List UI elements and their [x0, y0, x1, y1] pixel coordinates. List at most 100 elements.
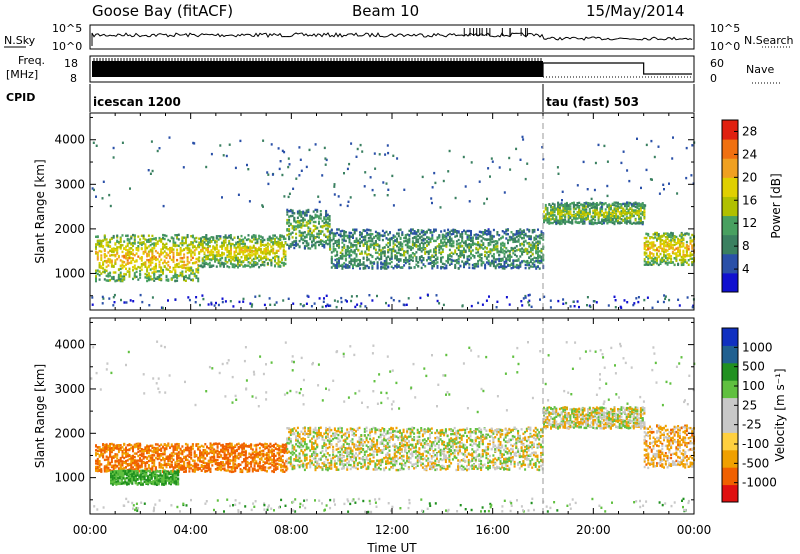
- range-gate-cell: [237, 236, 239, 240]
- range-gate-cell: [426, 259, 428, 262]
- range-gate-cell: [581, 208, 584, 211]
- range-gate-cell: [565, 202, 568, 206]
- range-gate-cell: [146, 266, 149, 269]
- range-gate-cell: [399, 241, 402, 244]
- range-gate-cell: [146, 246, 149, 249]
- range-gate-cell: [107, 272, 110, 275]
- range-gate-cell: [680, 240, 683, 243]
- range-gate-cell: [405, 303, 408, 306]
- range-gate-cell: [544, 219, 547, 222]
- range-gate-cell: [420, 250, 423, 253]
- range-gate-cell: [347, 200, 350, 203]
- range-gate-cell: [163, 237, 166, 241]
- range-gate-cell: [466, 236, 469, 239]
- range-gate-cell: [244, 256, 246, 259]
- range-gate-cell: [500, 237, 502, 240]
- range-gate-cell: [153, 256, 156, 259]
- range-gate-cell: [326, 227, 329, 230]
- range-gate-cell: [647, 257, 650, 260]
- range-gate-cell: [348, 251, 351, 255]
- range-gate-cell: [261, 240, 264, 243]
- range-gate-cell: [501, 265, 504, 269]
- range-gate-cell: [508, 259, 511, 262]
- range-gate-cell: [390, 296, 393, 300]
- range-gate-cell: [343, 254, 346, 258]
- range-gate-cell: [203, 236, 206, 239]
- range-gate-cell: [259, 264, 262, 267]
- range-gate-cell: [126, 242, 129, 245]
- range-gate-cell: [229, 244, 232, 247]
- range-gate-cell: [544, 213, 547, 216]
- range-gate-cell: [489, 262, 492, 266]
- range-gate-cell: [569, 221, 572, 224]
- range-gate-cell: [503, 267, 506, 270]
- range-gate-cell: [673, 236, 676, 239]
- range-gate-cell: [95, 245, 97, 248]
- range-gate-cell: [627, 203, 630, 206]
- range-gate-cell: [112, 277, 115, 281]
- range-gate-cell: [128, 238, 131, 241]
- range-gate-cell: [323, 224, 326, 228]
- range-gate-cell: [522, 250, 525, 253]
- range-gate-cell: [254, 254, 257, 258]
- range-gate-cell: [466, 260, 469, 263]
- range-gate-cell: [210, 301, 213, 304]
- range-gate-cell: [334, 234, 337, 237]
- range-gate-cell: [172, 251, 175, 254]
- range-gate-cell: [664, 239, 667, 242]
- range-gate-cell: [374, 234, 377, 238]
- range-gate-cell: [422, 258, 425, 262]
- range-gate-cell: [186, 235, 189, 239]
- range-gate-cell: [657, 255, 660, 259]
- range-gate-cell: [343, 172, 345, 175]
- range-gate-cell: [397, 260, 400, 263]
- range-gate-cell: [450, 229, 453, 232]
- range-gate-cell: [208, 258, 211, 261]
- range-gate-cell: [153, 266, 156, 269]
- range-gate-cell: [103, 259, 106, 263]
- range-gate-cell: [517, 248, 520, 251]
- range-gate-cell: [195, 268, 198, 271]
- range-gate-cell: [226, 265, 229, 268]
- range-gate-cell: [336, 228, 339, 231]
- range-gate-cell: [389, 240, 391, 243]
- range-gate-cell: [500, 259, 502, 262]
- range-gate-cell: [468, 266, 471, 269]
- range-gate-cell: [528, 256, 531, 259]
- range-gate-cell: [492, 260, 495, 263]
- range-gate-cell: [284, 262, 287, 266]
- range-gate-cell: [590, 216, 593, 219]
- range-gate-cell: [348, 250, 351, 253]
- range-gate-cell: [691, 253, 694, 256]
- range-gate-cell: [408, 254, 411, 257]
- range-gate-cell: [448, 232, 451, 235]
- range-gate-cell: [671, 261, 674, 264]
- range-gate-cell: [247, 254, 250, 257]
- range-gate-cell: [521, 237, 524, 240]
- range-gate-cell: [430, 197, 433, 200]
- range-gate-cell: [431, 237, 434, 240]
- range-gate-cell: [100, 250, 103, 253]
- range-gate-cell: [281, 173, 284, 177]
- range-gate-cell: [454, 263, 457, 267]
- range-gate-cell: [334, 248, 337, 252]
- range-gate-cell: [609, 207, 612, 210]
- range-gate-cell: [614, 299, 617, 302]
- range-gate-cell: [461, 231, 464, 234]
- range-gate-cell: [163, 243, 166, 247]
- range-gate-cell: [567, 216, 570, 219]
- range-gate-cell: [415, 232, 418, 235]
- range-gate-cell: [165, 242, 168, 245]
- range-gate-cell: [588, 210, 591, 214]
- range-gate-cell: [240, 250, 243, 254]
- range-gate-cell: [288, 229, 291, 232]
- range-gate-cell: [403, 264, 406, 267]
- range-gate-cell: [110, 259, 113, 262]
- range-gate-cell: [636, 205, 639, 208]
- range-gate-cell: [263, 248, 266, 252]
- range-gate-cell: [137, 241, 140, 244]
- range-gate-cell: [288, 232, 291, 236]
- range-gate-cell: [496, 264, 499, 267]
- range-gate-cell: [558, 217, 561, 220]
- range-gate-cell: [288, 224, 291, 228]
